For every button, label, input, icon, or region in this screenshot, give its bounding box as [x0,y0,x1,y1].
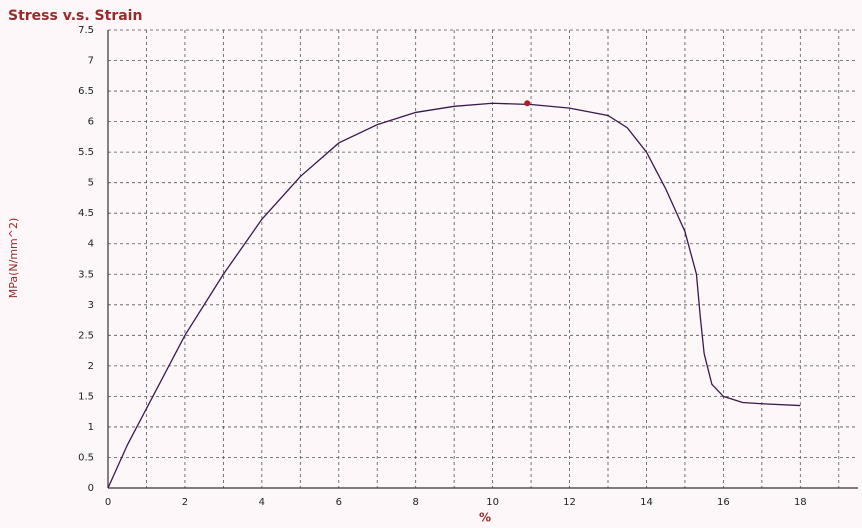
y-tick-label: 0.5 [78,452,94,463]
y-axis-label: MPa(N/mm^2) [7,218,20,299]
x-tick-label: 6 [336,497,342,508]
y-tick-label: 5 [88,178,94,189]
y-tick-label: 2 [88,361,94,372]
x-tick-label: 18 [794,497,807,508]
y-tick-label: 2.5 [78,330,94,341]
y-tick-label: 3.5 [78,269,94,280]
y-tick-label: 5.5 [78,147,94,158]
y-tick-label: 1.5 [78,391,94,402]
y-tick-label: 1 [88,422,94,433]
chart-title: Stress v.s. Strain [8,8,142,24]
x-tick-label: 8 [413,497,419,508]
x-tick-label: 2 [182,497,188,508]
x-tick-label: 10 [486,497,499,508]
x-tick-label: 12 [563,497,576,508]
y-tick-label: 6 [88,117,94,128]
x-tick-label: 14 [640,497,653,508]
x-tick-label: 4 [259,497,265,508]
y-tick-label: 7 [88,56,94,67]
y-tick-label: 4 [88,239,94,250]
x-axis-label: % [479,511,491,525]
data-line [107,102,801,489]
x-tick-label: 0 [105,497,111,508]
x-tick-label: 16 [717,497,730,508]
y-tick-label: 0 [88,483,94,494]
y-tick-label: 7.5 [78,25,94,36]
y-tick-label: 3 [88,300,94,311]
peak-marker [524,100,531,107]
y-tick-label: 4.5 [78,208,94,219]
y-tick-label: 6.5 [78,86,94,97]
